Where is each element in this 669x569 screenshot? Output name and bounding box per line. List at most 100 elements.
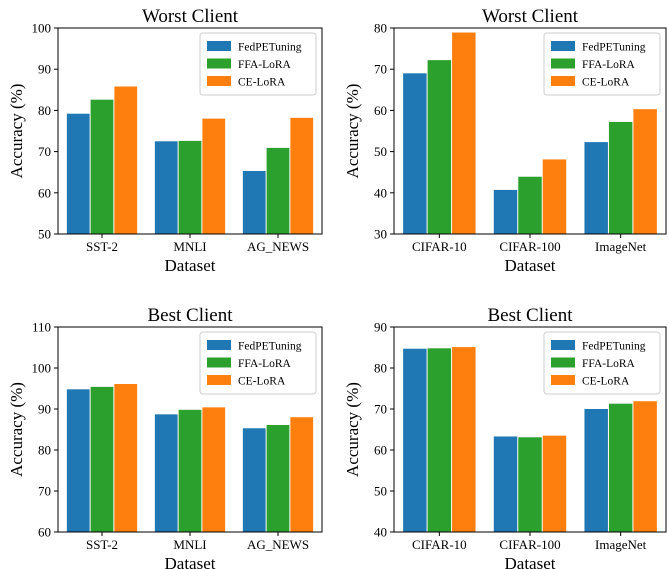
bar-ffa-lora-cifar-100 [518, 176, 542, 234]
y-axis-label: Accuracy (%) [7, 84, 26, 179]
y-tick-label: 40 [374, 185, 387, 200]
x-tick-label: SST-2 [86, 239, 118, 254]
bar-fedpetuning-cifar-100 [493, 436, 518, 532]
legend-swatch [207, 340, 231, 350]
legend-swatch [207, 58, 231, 69]
chart-panel-4: CIFAR-10 CIFAR-100 ImageNet 40 50 60 70 80 90 Bes… [343, 305, 667, 569]
bar-ce-lora-ag_news [290, 117, 314, 234]
legend-label: FFA-LoRA [582, 59, 636, 71]
bar-ffa-lora-cifar-10 [427, 60, 452, 234]
bar-ce-lora-mnli [202, 118, 226, 234]
bar-fedpetuning-ag_news [242, 170, 266, 234]
bar-ffa-lora-ag_news [266, 147, 290, 234]
y-tick-label: 50 [38, 227, 51, 242]
legend-swatch [551, 375, 575, 385]
legend: FedPETuning FFA-LoRA CE-LoRA [199, 32, 317, 96]
bar-ce-lora-ag_news [290, 417, 314, 532]
y-axis-label: Accuracy (%) [343, 382, 362, 477]
y-tick-label: 90 [38, 402, 51, 417]
legend: FedPETuning FFA-LoRA CE-LoRA [543, 32, 661, 96]
y-tick-label: 90 [38, 62, 51, 77]
x-tick-label: MNLI [173, 537, 206, 552]
legend-label: FedPETuning [238, 341, 302, 353]
bar-fedpetuning-mnli [154, 141, 178, 234]
y-tick-label: 50 [374, 144, 387, 159]
bar-ce-lora-imagenet [633, 401, 657, 532]
x-axis-label: Dataset [165, 256, 216, 275]
y-axis-label: Accuracy (%) [7, 382, 26, 477]
chart-title: Worst Client [142, 6, 239, 27]
x-tick-label: ImageNet [595, 537, 647, 552]
y-tick-label: 80 [38, 443, 51, 458]
y-tick-label: 50 [374, 484, 387, 499]
plot-frame [57, 326, 323, 533]
legend: FedPETuning FFA-LoRA CE-LoRA [199, 331, 317, 395]
legend-label: CE-LoRA [238, 77, 286, 89]
bar-ce-lora-imagenet [633, 109, 657, 234]
y-tick-label: 80 [374, 21, 387, 36]
y-tick-label: 70 [38, 484, 51, 499]
bar-fedpetuning-mnli [154, 414, 178, 532]
legend-swatch [207, 41, 231, 51]
legend-label: FedPETuning [238, 42, 302, 54]
bar-ffa-lora-sst-2 [90, 99, 114, 234]
x-axis-label: Dataset [505, 554, 556, 569]
bar-ce-lora-mnli [202, 407, 226, 532]
bar-ffa-lora-cifar-100 [518, 437, 542, 532]
bar-ffa-lora-mnli [178, 140, 202, 234]
legend-swatch [551, 357, 575, 368]
bar-ce-lora-cifar-100 [542, 435, 567, 532]
x-tick-label: SST-2 [86, 537, 118, 552]
bar-fedpetuning-sst-2 [66, 113, 90, 234]
bar-fedpetuning-cifar-10 [403, 348, 427, 532]
y-tick-label: 80 [374, 361, 387, 376]
legend-label: FFA-LoRA [238, 358, 292, 370]
y-tick-label: 40 [374, 525, 387, 540]
legend-label: CE-LoRA [582, 77, 630, 89]
legend-swatch [207, 375, 231, 385]
legend-label: FedPETuning [582, 341, 646, 353]
x-tick-label: CIFAR-10 [412, 239, 467, 254]
y-tick-label: 100 [32, 21, 52, 36]
legend-label: FFA-LoRA [582, 358, 636, 370]
legend-label: CE-LoRA [238, 376, 286, 388]
bar-ce-lora-sst-2 [114, 383, 138, 532]
bar-ffa-lora-cifar-10 [427, 348, 452, 532]
legend-swatch [551, 58, 575, 69]
bar-ce-lora-sst-2 [114, 86, 138, 234]
x-axis-label: Dataset [165, 554, 216, 569]
chart-title: Worst Client [482, 6, 579, 27]
bar-ffa-lora-ag_news [266, 424, 290, 532]
y-tick-label: 30 [374, 227, 387, 242]
legend-label: FFA-LoRA [238, 59, 292, 71]
y-axis-label: Accuracy (%) [343, 84, 362, 179]
y-tick-label: 60 [374, 103, 387, 118]
y-tick-label: 60 [374, 443, 387, 458]
y-tick-label: 70 [374, 402, 387, 417]
bar-fedpetuning-ag_news [242, 428, 266, 532]
bar-fedpetuning-cifar-100 [493, 189, 518, 234]
y-tick-label: 110 [32, 320, 51, 335]
x-tick-label: ImageNet [595, 239, 647, 254]
chart-panel-2: CIFAR-10 CIFAR-100 ImageNet 30 40 50 60 70 80 Wor… [343, 6, 667, 275]
y-tick-label: 60 [38, 185, 51, 200]
y-tick-label: 100 [32, 361, 52, 376]
x-tick-label: AG_NEWS [247, 537, 309, 552]
legend-label: FedPETuning [582, 42, 646, 54]
x-axis-label: Dataset [505, 256, 556, 275]
bar-fedpetuning-imagenet [584, 142, 608, 234]
y-tick-label: 80 [38, 103, 51, 118]
chart-panel-3: SST-2 MNLI AG_NEWS 60 70 80 90 100 110 Best Clien… [7, 305, 323, 569]
legend-swatch [207, 357, 231, 368]
chart-title: Best Client [488, 305, 574, 326]
plot-frame [57, 27, 323, 235]
bar-ffa-lora-mnli [178, 409, 202, 532]
legend-label: CE-LoRA [582, 376, 630, 388]
y-tick-label: 70 [374, 62, 387, 77]
bar-fedpetuning-imagenet [584, 409, 608, 532]
x-tick-label: CIFAR-10 [412, 537, 467, 552]
x-tick-label: AG_NEWS [247, 239, 309, 254]
x-tick-label: CIFAR-100 [499, 239, 560, 254]
y-tick-label: 90 [374, 320, 387, 335]
chart-title: Best Client [148, 305, 234, 326]
